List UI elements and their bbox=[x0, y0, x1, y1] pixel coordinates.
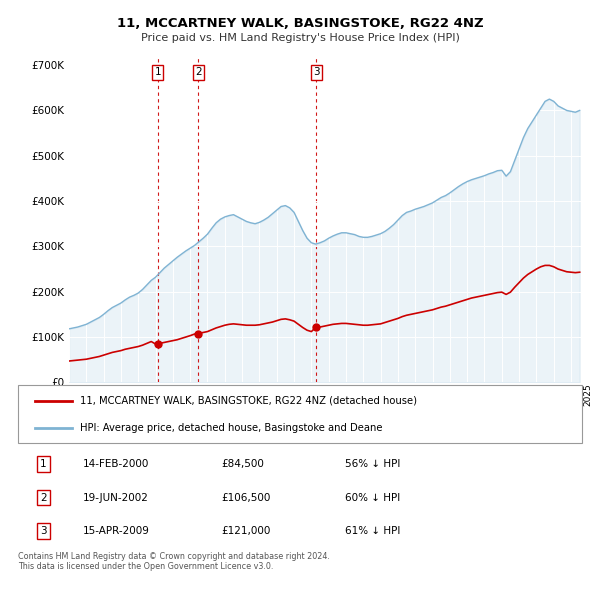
FancyBboxPatch shape bbox=[18, 385, 582, 442]
Text: 61% ↓ HPI: 61% ↓ HPI bbox=[345, 526, 400, 536]
Text: £121,000: £121,000 bbox=[221, 526, 271, 536]
Text: 3: 3 bbox=[313, 67, 320, 77]
Text: 19-JUN-2002: 19-JUN-2002 bbox=[83, 493, 149, 503]
Text: 11, MCCARTNEY WALK, BASINGSTOKE, RG22 4NZ: 11, MCCARTNEY WALK, BASINGSTOKE, RG22 4N… bbox=[116, 17, 484, 30]
Text: HPI: Average price, detached house, Basingstoke and Deane: HPI: Average price, detached house, Basi… bbox=[80, 423, 383, 433]
Text: £84,500: £84,500 bbox=[221, 459, 264, 469]
Text: 2: 2 bbox=[40, 493, 47, 503]
Text: 1: 1 bbox=[154, 67, 161, 77]
Text: 2: 2 bbox=[195, 67, 202, 77]
Text: 11, MCCARTNEY WALK, BASINGSTOKE, RG22 4NZ (detached house): 11, MCCARTNEY WALK, BASINGSTOKE, RG22 4N… bbox=[80, 396, 417, 406]
Text: 15-APR-2009: 15-APR-2009 bbox=[83, 526, 150, 536]
Text: 60% ↓ HPI: 60% ↓ HPI bbox=[345, 493, 400, 503]
Text: £106,500: £106,500 bbox=[221, 493, 271, 503]
Text: 14-FEB-2000: 14-FEB-2000 bbox=[83, 459, 149, 469]
Text: 1: 1 bbox=[40, 459, 47, 469]
Text: Price paid vs. HM Land Registry's House Price Index (HPI): Price paid vs. HM Land Registry's House … bbox=[140, 33, 460, 43]
Text: 56% ↓ HPI: 56% ↓ HPI bbox=[345, 459, 400, 469]
Text: 3: 3 bbox=[40, 526, 47, 536]
Text: Contains HM Land Registry data © Crown copyright and database right 2024.
This d: Contains HM Land Registry data © Crown c… bbox=[18, 552, 330, 571]
